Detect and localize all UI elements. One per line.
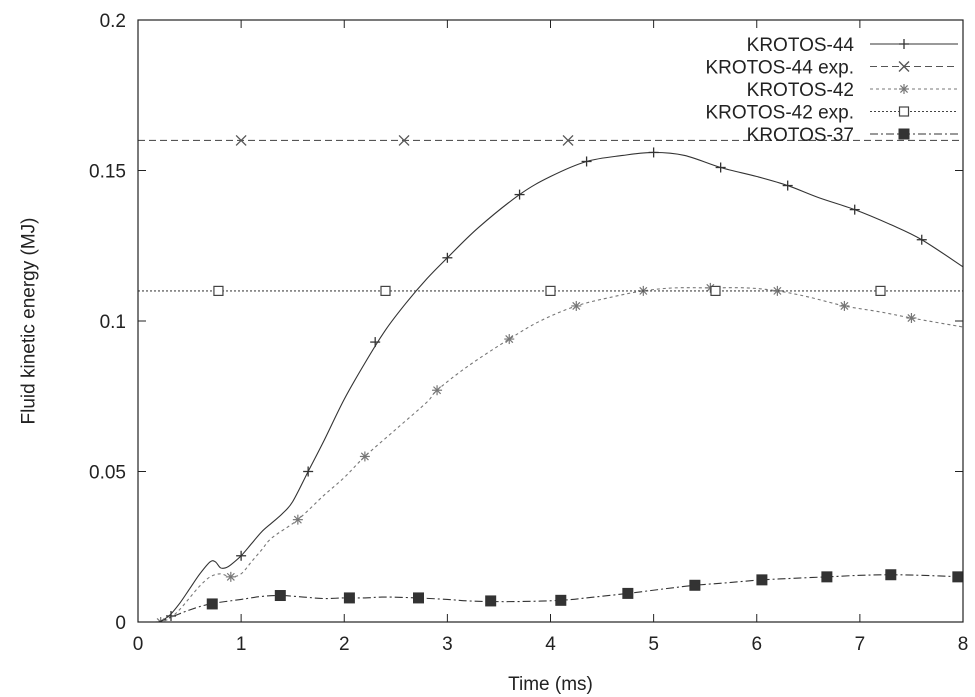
x-tick-label: 3	[442, 634, 453, 655]
series-line	[158, 287, 963, 622]
data-point	[380, 285, 391, 296]
x-tick-label: 1	[236, 634, 247, 655]
data-point	[504, 334, 515, 345]
legend-marker	[898, 106, 910, 117]
legend-entry: KROTOS-42	[747, 80, 958, 101]
data-point	[555, 594, 567, 606]
data-point	[952, 571, 963, 583]
series-0	[158, 147, 963, 622]
legend-entry: KROTOS-42 exp.	[705, 103, 958, 124]
y-axis-title: Fluid kinetic energy (MJ)	[19, 218, 40, 425]
data-point	[359, 451, 370, 462]
data-point	[370, 337, 381, 348]
data-point	[875, 285, 886, 296]
series-3	[138, 285, 963, 296]
legend-entry: KROTOS-37	[747, 125, 958, 146]
data-point	[622, 587, 634, 599]
data-point	[413, 592, 424, 604]
x-axis-title: Time (ms)	[508, 674, 593, 695]
x-tick-label: 2	[339, 634, 350, 655]
legend-label: KROTOS-44	[747, 35, 855, 56]
y-tick-label: 0	[115, 613, 126, 634]
data-point	[756, 574, 768, 586]
x-tick-label: 5	[648, 634, 659, 655]
legend-marker	[899, 39, 909, 49]
data-point	[213, 285, 224, 296]
data-point	[398, 134, 410, 146]
y-tick-label: 0.15	[89, 162, 126, 183]
data-point	[782, 180, 793, 191]
data-point	[303, 466, 314, 477]
data-point	[571, 300, 582, 311]
legend-label: KROTOS-37	[747, 125, 854, 146]
data-point	[514, 189, 525, 200]
data-point	[562, 134, 574, 146]
plot-area	[138, 134, 963, 622]
series-line	[158, 574, 963, 622]
data-point	[274, 590, 286, 602]
data-point	[689, 579, 701, 591]
x-tick-label: 8	[958, 634, 969, 655]
x-tick-label: 7	[855, 634, 866, 655]
ticks: 0 1 2 3 4 5 6 7 8 0 0.05 0.1 0.15 0.2	[89, 11, 968, 655]
data-point	[432, 385, 443, 396]
data-point	[155, 617, 166, 622]
data-point	[206, 598, 218, 610]
legend-marker	[899, 84, 909, 94]
legend-label: KROTOS-42 exp.	[705, 103, 854, 124]
data-point	[648, 147, 659, 158]
data-point	[885, 569, 897, 581]
data-point	[849, 204, 860, 215]
series-line	[158, 151, 963, 622]
x-tick-label: 0	[133, 634, 144, 655]
data-point	[485, 595, 497, 607]
data-point	[442, 252, 453, 263]
data-point	[581, 156, 592, 167]
y-tick-label: 0.1	[100, 312, 126, 333]
data-point	[906, 312, 917, 323]
data-point	[236, 550, 247, 561]
legend-label: KROTOS-44 exp.	[705, 58, 854, 79]
x-tick-label: 4	[545, 634, 556, 655]
legend-entry: KROTOS-44	[747, 35, 958, 56]
x-tick-label: 6	[751, 634, 762, 655]
data-point	[343, 592, 355, 604]
data-point	[839, 300, 850, 311]
data-point	[821, 571, 833, 583]
series-1	[138, 134, 963, 146]
y-tick-label: 0.2	[100, 11, 126, 32]
legend-label: KROTOS-42	[747, 80, 854, 101]
data-point	[772, 285, 783, 296]
legend-marker	[898, 128, 910, 140]
data-point	[235, 134, 247, 146]
y-tick-label: 0.05	[89, 463, 126, 484]
data-point	[710, 285, 721, 296]
data-point	[715, 162, 726, 173]
data-point	[225, 571, 236, 582]
legend-entry: KROTOS-44 exp.	[705, 58, 958, 79]
data-point	[292, 514, 303, 525]
data-point	[916, 234, 927, 245]
data-point	[545, 285, 556, 296]
legend-marker	[898, 61, 910, 72]
series-2	[155, 282, 963, 622]
series-4	[158, 569, 963, 622]
